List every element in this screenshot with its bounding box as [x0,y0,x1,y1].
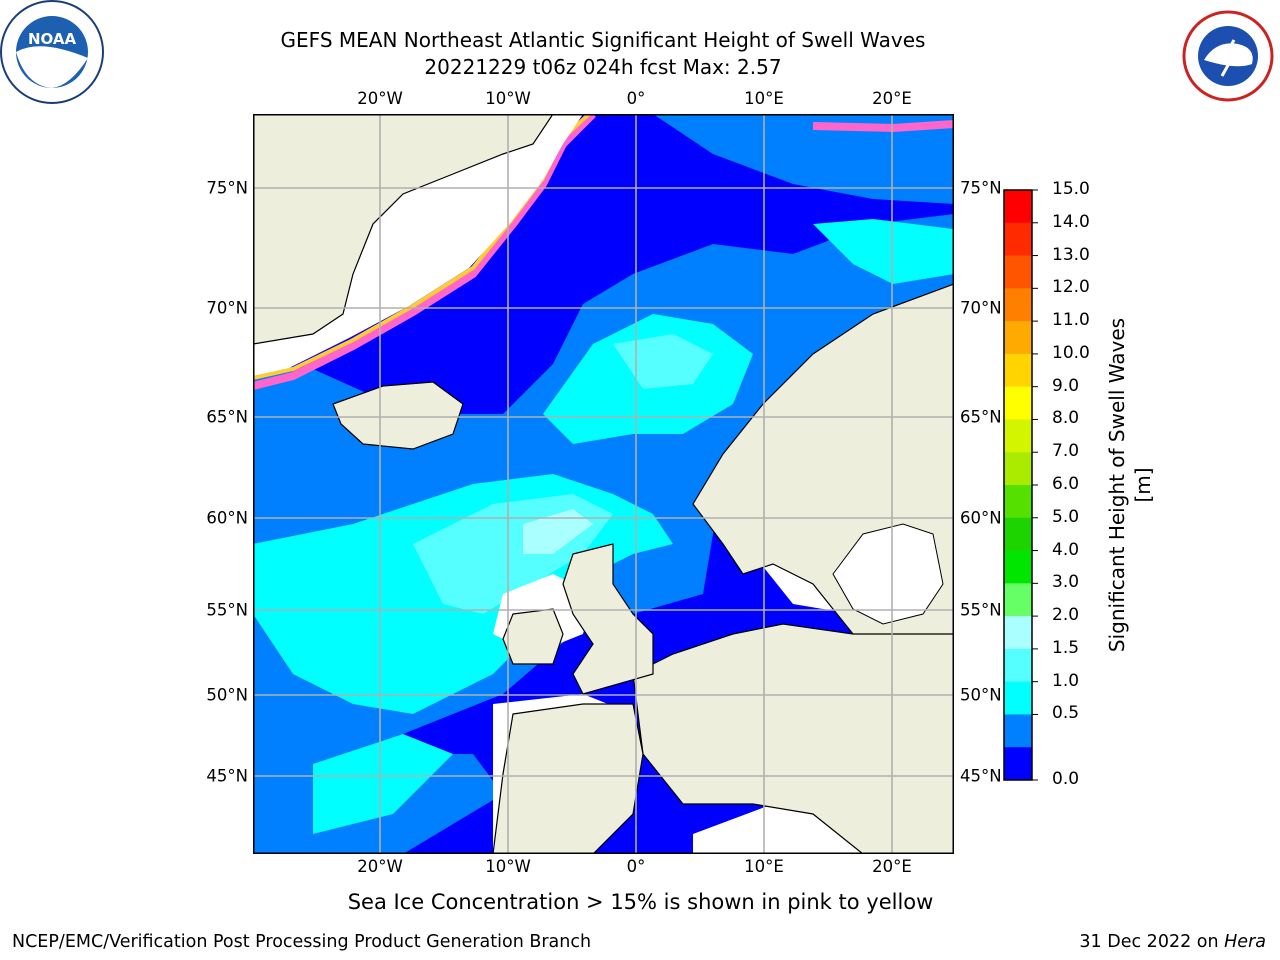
colorbar-title: Significant Height of Swell Waves [m] [1104,315,1156,655]
lon-label-bottom: 0° [626,857,646,876]
colorbar-tick-label: 14.0 [1052,211,1090,232]
baltic-sea [832,523,944,625]
map-subtitle: 20221229 t06z 024h fcst Max: 2.57 [424,55,782,79]
lon-label-top: 0° [626,89,646,108]
colorbar-segment [1004,386,1032,420]
colorbar-segment [1004,747,1032,781]
iceland-land [332,381,464,450]
colorbar-segment [1004,681,1032,715]
colorbar-segment [1004,452,1032,486]
colorbar-tick-label: 13.0 [1052,244,1090,265]
swell-band-pale [523,509,593,554]
colorbar-tick-label: 4.0 [1052,539,1080,560]
colorbar-segment [1004,288,1032,322]
colorbar-segment [1004,583,1032,617]
colorbar-tick-label: 1.0 [1052,670,1080,691]
colorbar-tick-label: 6.0 [1052,474,1080,494]
lat-label-left: 60°N [206,508,248,528]
lat-label-left: 70°N [206,298,248,318]
colorbar-segment [1004,616,1032,650]
colorbar-tick-label: 9.0 [1052,375,1080,396]
colorbar-tick-label: 5.0 [1052,506,1080,527]
lat-label-right: 75°N [960,178,1002,198]
sea-ice-caption: Sea Ice Concentration > 15% is shown in … [347,890,934,914]
uk-land [562,543,654,695]
colorbar-tick-label: 10.0 [1052,342,1090,363]
footer-credit: NCEP/EMC/Verification Post Processing Pr… [12,932,592,952]
colorbar [1003,189,1038,781]
colorbar-tick-label: 2.0 [1052,605,1080,626]
colorbar-segment [1004,517,1032,552]
lon-label-bottom: 20°W [357,857,403,876]
sea-ice-edge [253,114,596,390]
iberia-land [492,703,644,854]
colorbar-tick-label: 11.0 [1052,310,1090,331]
colorbar-tick-label: 15.0 [1052,179,1090,199]
footer-host: Hera [1224,932,1266,952]
lat-label-left: 50°N [206,685,248,705]
lat-label-left: 45°N [206,766,248,786]
colorbar-tick-label: 12.0 [1052,277,1090,298]
lon-label-top: 10°E [744,89,784,108]
nws-logo [1176,10,1280,102]
map-panel [253,114,954,854]
lon-label-top: 20°E [872,89,912,108]
noaa-logo: NOAA [0,0,104,104]
colorbar-tick-label: 8.0 [1052,408,1080,429]
svg-text:NOAA: NOAA [28,30,77,48]
map-title: GEFS MEAN Northeast Atlantic Significant… [280,28,926,52]
colorbar-tick-label: 3.0 [1052,572,1080,593]
lat-label-right: 60°N [960,508,1002,528]
lon-label-top: 10°W [485,89,531,108]
europe-land [632,623,954,854]
colorbar-segment [1004,550,1032,584]
colorbar-segment [1004,353,1032,388]
colorbar-tick-label: 0.5 [1052,703,1080,724]
lat-label-left: 65°N [206,407,248,427]
lon-label-bottom: 10°W [485,857,531,876]
lat-label-right: 50°N [960,685,1002,705]
colorbar-segment [1004,714,1032,748]
footer-date-text: 31 Dec 2022 on [1079,932,1225,952]
lat-label-left: 75°N [206,178,248,198]
colorbar-segment [1004,190,1032,224]
lat-label-right: 45°N [960,766,1002,786]
colorbar-segment [1004,648,1032,683]
lat-label-right: 70°N [960,298,1002,318]
colorbar-segment [1004,222,1032,257]
colorbar-segment [1004,321,1032,355]
lat-label-right: 55°N [960,600,1002,620]
lon-label-bottom: 20°E [872,857,912,876]
lon-label-bottom: 10°E [744,857,784,876]
graticule [253,114,954,854]
ireland-land [502,608,564,665]
colorbar-title-text: Significant Height of Swell Waves [m] [1105,317,1155,653]
lat-label-right: 65°N [960,407,1002,427]
colorbar-segment [1004,485,1032,519]
greenland-land [253,114,554,345]
footer-date: 31 Dec 2022 on Hera [1079,932,1266,952]
lat-label-left: 55°N [206,600,248,620]
colorbar-tick-label: 1.5 [1052,637,1080,658]
colorbar-tick-label: 7.0 [1052,441,1080,462]
colorbar-segment [1004,419,1032,453]
colorbar-segment [1004,255,1032,289]
colorbar-tick-label: 0.0 [1052,769,1080,789]
lon-label-top: 20°W [357,89,403,108]
